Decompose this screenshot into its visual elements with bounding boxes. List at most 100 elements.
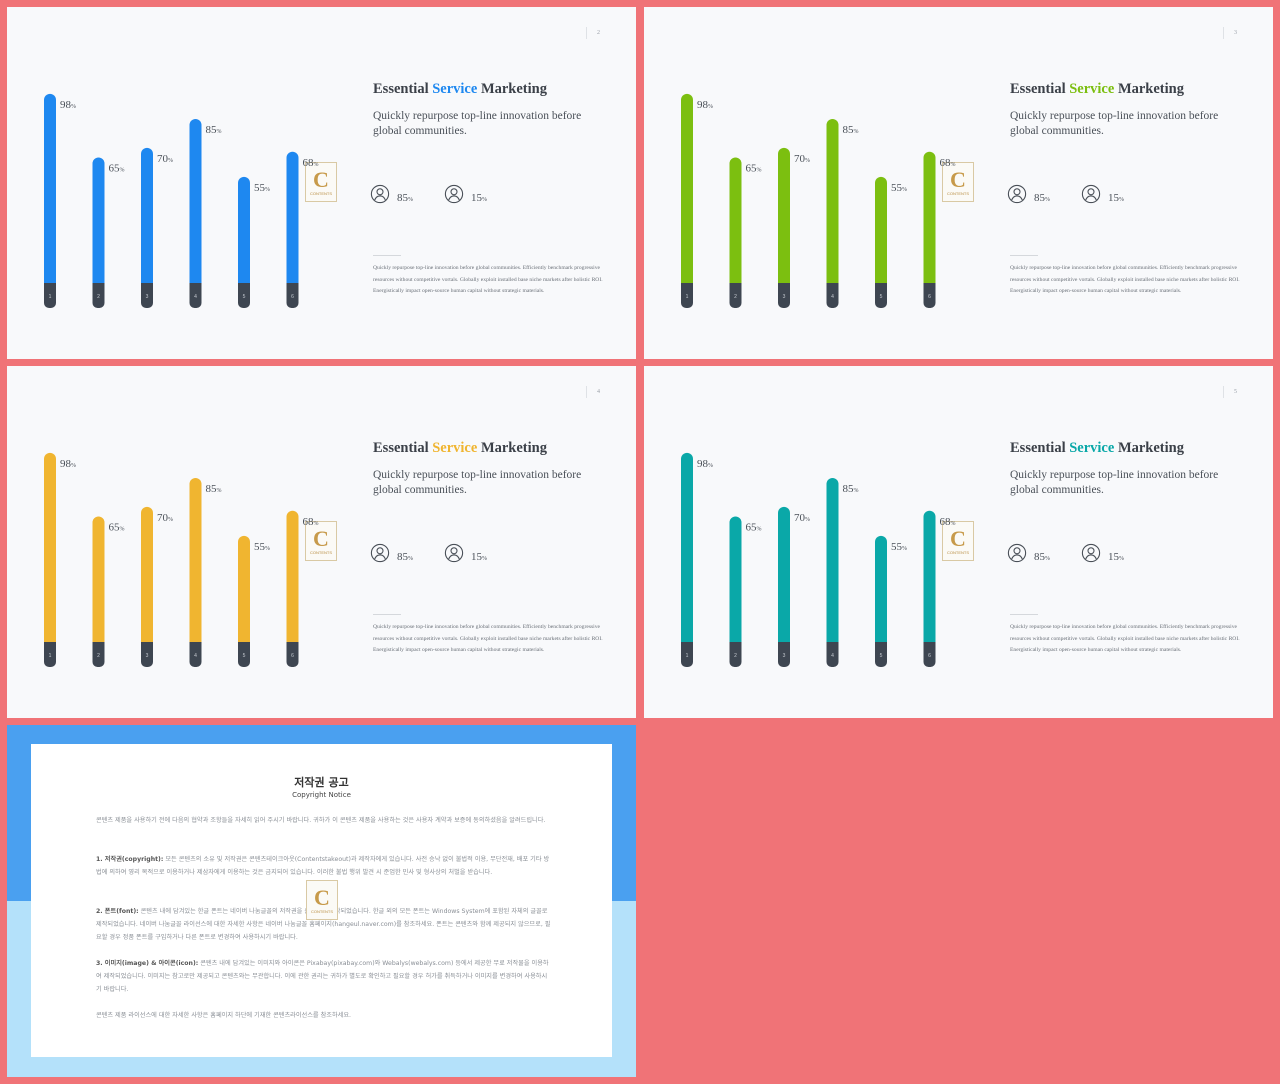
divider (373, 255, 401, 256)
bar (778, 506, 790, 650)
stat-value: 15% (1108, 551, 1124, 563)
bar (681, 452, 693, 650)
person-icon (444, 543, 464, 568)
copyright-title: 저작권 공고 (294, 776, 349, 789)
bar-group: 3 70% (141, 147, 173, 308)
slide-title: Essential Service Marketing (373, 81, 547, 98)
bar (44, 93, 56, 291)
copyright-section-text: 콘텐츠 내에 담겨있는 한글 폰트는 네이버 나눔글꼴의 저작권을 준수하여 제… (96, 908, 551, 941)
stat-unit: % (1045, 556, 1050, 562)
person-icon (1007, 543, 1027, 568)
bar-group: 1 98% (44, 93, 76, 308)
stat-item: 15% (444, 543, 487, 568)
stat-item: 85% (370, 184, 413, 207)
page-number: 4 (586, 386, 600, 398)
bar-group: 1 98% (681, 452, 713, 667)
category-label: 4 (194, 653, 197, 659)
category-label: 2 (97, 294, 100, 300)
bar (826, 477, 839, 650)
copyright-section-2: 2. 폰트(font): 콘텐츠 내에 담겨있는 한글 폰트는 네이버 나눔글꼴… (96, 905, 551, 944)
bar-base-top (92, 642, 105, 650)
bar-group: 5 55% (875, 535, 907, 667)
person-icon (1081, 184, 1101, 209)
bar-chart: 1 98% 2 65% 3 70% 4 85% 5 55% 6 68% (681, 452, 956, 667)
bar (92, 157, 105, 291)
category-label: 1 (686, 294, 689, 300)
category-label: 6 (291, 294, 294, 300)
category-label: 4 (194, 294, 197, 300)
value-label: 55% (891, 182, 907, 194)
copyright-section-3: 3. 이미지(image) & 아이콘(icon): 콘텐츠 내에 담겨있는 이… (96, 957, 551, 996)
slide-title: Essential Service Marketing (1010, 440, 1184, 457)
stat-unit: % (408, 556, 413, 562)
value-label: 68% (303, 516, 319, 528)
value-label: 85% (843, 483, 859, 495)
bar-base-top (286, 283, 299, 291)
bar (875, 535, 887, 650)
chart-slide: 2 Essential Service Marketing Quickly repu… (7, 7, 636, 359)
category-label: 3 (146, 653, 149, 659)
category-label: 5 (880, 294, 883, 300)
bar (729, 516, 742, 650)
divider (373, 614, 401, 615)
bar (923, 151, 936, 291)
bar-base-top (923, 642, 936, 650)
bar (92, 516, 105, 650)
title-part: Essential (373, 81, 429, 97)
watermark-logo: C CONTENTS (306, 880, 338, 920)
bar-base-top (286, 642, 299, 650)
chart-slide: 4 Essential Service Marketing Quickly repu… (7, 366, 636, 718)
stat-number: 85 (397, 192, 408, 204)
bar-group: 2 65% (92, 516, 125, 667)
body-text: Quickly repurpose top-line innovation be… (373, 624, 603, 653)
bar (681, 93, 693, 291)
bar-group: 5 55% (238, 535, 270, 667)
value-label: 70% (794, 153, 810, 165)
divider (1010, 255, 1038, 256)
category-label: 2 (734, 653, 737, 659)
stat-value: 15% (471, 192, 487, 204)
category-label: 6 (291, 653, 294, 659)
bar (729, 157, 742, 291)
logo-letter: C (950, 525, 966, 551)
copyright-subtitle: Copyright Notice (292, 791, 351, 799)
body-text: Quickly repurpose top-line innovation be… (1010, 624, 1240, 653)
stat-unit: % (1045, 197, 1050, 203)
value-label: 98% (697, 458, 713, 470)
copyright-section-heading: 1. 저작권(copyright): (96, 856, 164, 863)
title-part: Essential (373, 440, 429, 456)
watermark-logo: C CONTENTS (305, 521, 337, 561)
stat-item: 85% (1007, 184, 1050, 207)
watermark-logo: C CONTENTS (942, 162, 974, 202)
slide-subtitle: Quickly repurpose top-line innovation be… (1010, 110, 1219, 137)
stat-number: 85 (1034, 551, 1045, 563)
logo-text: CONTENTS (310, 190, 332, 196)
value-label: 55% (254, 182, 270, 194)
stat-item: 15% (1081, 184, 1124, 209)
stat-number: 15 (1108, 551, 1119, 563)
watermark-logo: C CONTENTS (942, 521, 974, 561)
value-label: 70% (794, 512, 810, 524)
bar-group: 6 68% (923, 151, 956, 308)
copyright-section-text: 콘텐츠 내에 담겨있는 이미지와 아이콘은 Pixabay(pixabay.co… (96, 960, 549, 993)
bar (189, 118, 202, 291)
stat-unit: % (1119, 556, 1124, 562)
bar-group: 6 68% (923, 510, 956, 667)
bar (923, 510, 936, 650)
category-label: 4 (831, 653, 834, 659)
bar-group: 2 65% (729, 516, 762, 667)
category-label: 5 (243, 653, 246, 659)
category-label: 1 (49, 294, 52, 300)
bar-group: 1 98% (681, 93, 713, 308)
page-number: 3 (1223, 27, 1237, 39)
copyright-slide: 저작권 공고 Copyright Notice 콘텐츠 제품을 사용하기 전에 … (7, 725, 636, 1077)
value-label: 68% (940, 157, 956, 169)
stat-unit: % (482, 197, 487, 203)
stat-number: 85 (397, 551, 408, 563)
bar (286, 510, 299, 650)
bar-base-top (92, 283, 105, 291)
value-label: 65% (109, 522, 125, 534)
body-text: Quickly repurpose top-line innovation be… (373, 265, 603, 294)
bar-group: 4 85% (189, 118, 222, 308)
bar-base-top (681, 283, 693, 291)
